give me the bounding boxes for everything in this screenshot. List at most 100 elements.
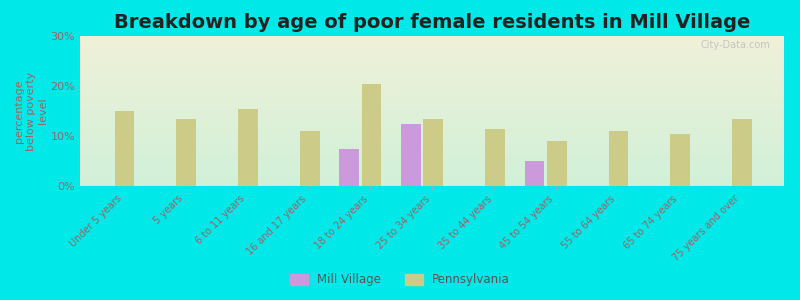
Bar	[609, 131, 628, 186]
Legend: Mill Village, Pennsylvania: Mill Village, Pennsylvania	[286, 269, 514, 291]
Bar	[80, 85, 784, 87]
Bar	[80, 158, 784, 159]
Bar	[114, 111, 134, 186]
Bar	[80, 128, 784, 129]
Bar	[80, 60, 784, 61]
Bar	[80, 90, 784, 92]
Bar	[80, 176, 784, 177]
Bar	[80, 124, 784, 126]
Bar	[80, 171, 784, 172]
Bar	[80, 76, 784, 78]
Bar	[80, 57, 784, 58]
Bar	[80, 180, 784, 182]
Bar	[80, 141, 784, 142]
Bar	[80, 42, 784, 44]
Bar	[80, 105, 784, 106]
Bar	[80, 135, 784, 136]
Bar	[80, 122, 784, 123]
Bar	[80, 61, 784, 63]
Bar	[80, 102, 784, 104]
Bar	[80, 114, 784, 116]
Bar	[80, 136, 784, 138]
Bar	[80, 75, 784, 76]
Bar	[80, 66, 784, 68]
Bar	[80, 54, 784, 56]
Bar	[80, 74, 784, 75]
Bar	[80, 123, 784, 124]
Bar	[80, 172, 784, 174]
Bar	[80, 116, 784, 117]
Bar	[80, 58, 784, 60]
Bar	[80, 48, 784, 50]
Bar	[423, 118, 443, 186]
Bar	[80, 168, 784, 170]
Bar	[401, 124, 421, 186]
Bar	[80, 178, 784, 180]
Text: City-Data.com: City-Data.com	[700, 40, 770, 50]
Bar	[80, 130, 784, 132]
Bar	[80, 126, 784, 128]
Bar	[547, 141, 566, 186]
Bar	[80, 117, 784, 118]
Bar	[80, 100, 784, 102]
Bar	[80, 169, 784, 171]
Bar	[80, 39, 784, 40]
Bar	[80, 110, 784, 111]
Bar	[80, 87, 784, 88]
Bar	[80, 70, 784, 72]
Bar	[80, 112, 784, 114]
Bar	[80, 108, 784, 110]
Bar	[80, 45, 784, 46]
Bar	[80, 38, 784, 39]
Bar	[80, 40, 784, 42]
Bar	[525, 161, 544, 186]
Bar	[80, 120, 784, 122]
Bar	[80, 46, 784, 48]
Bar	[80, 80, 784, 81]
Bar	[80, 153, 784, 154]
Bar	[80, 152, 784, 153]
Bar	[732, 118, 752, 186]
Bar	[80, 142, 784, 144]
Bar	[80, 36, 784, 38]
Bar	[176, 118, 196, 186]
Bar	[80, 106, 784, 108]
Bar	[80, 93, 784, 94]
Bar	[80, 92, 784, 93]
Bar	[80, 182, 784, 183]
Bar	[80, 144, 784, 146]
Bar	[80, 134, 784, 135]
Bar	[80, 150, 784, 152]
Bar	[80, 111, 784, 112]
Bar	[80, 184, 784, 186]
Bar	[80, 159, 784, 160]
Bar	[485, 128, 505, 186]
Title: Breakdown by age of poor female residents in Mill Village: Breakdown by age of poor female resident…	[114, 13, 750, 32]
Bar	[80, 78, 784, 80]
Bar	[80, 51, 784, 52]
Bar	[300, 131, 320, 186]
Bar	[80, 98, 784, 99]
Bar	[80, 69, 784, 70]
Bar	[80, 138, 784, 140]
Bar	[80, 154, 784, 156]
Bar	[80, 99, 784, 100]
Bar	[80, 68, 784, 69]
Bar	[80, 118, 784, 120]
Bar	[80, 52, 784, 54]
Bar	[80, 44, 784, 45]
Bar	[80, 50, 784, 51]
Bar	[80, 140, 784, 141]
Bar	[80, 160, 784, 162]
Bar	[238, 109, 258, 186]
Bar	[80, 167, 784, 168]
Bar	[80, 88, 784, 90]
Bar	[80, 103, 784, 105]
Bar	[80, 177, 784, 178]
Bar	[80, 132, 784, 134]
Bar	[80, 64, 784, 66]
Bar	[80, 174, 784, 176]
Y-axis label: percentage
below poverty
level: percentage below poverty level	[14, 71, 48, 151]
Bar	[80, 156, 784, 158]
Bar	[80, 147, 784, 148]
